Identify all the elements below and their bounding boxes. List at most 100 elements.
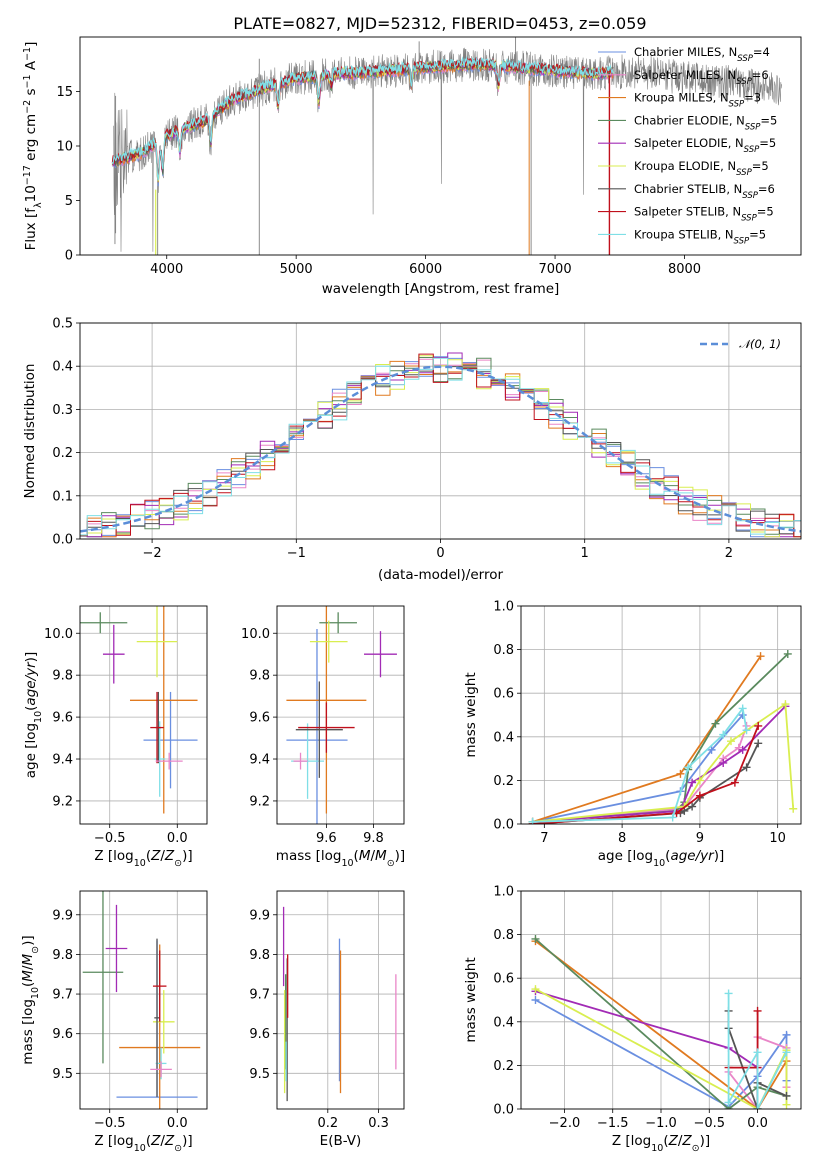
x-tick-label: 1	[581, 546, 589, 561]
series-marker	[684, 763, 693, 772]
label-part: )]	[23, 652, 39, 663]
plot-area	[111, 37, 782, 255]
label-part: mass [log	[276, 848, 342, 864]
y-tick-label: 9.4	[52, 753, 73, 768]
series-marker	[782, 1091, 791, 1100]
label-part: )]	[182, 1133, 193, 1149]
x-tick-label: 5000	[280, 262, 313, 277]
histogram-step	[80, 356, 801, 538]
label-part: /	[678, 1133, 683, 1149]
label-part: age/yr	[23, 661, 39, 706]
x-tick-label: 9.6	[316, 831, 337, 846]
legend-text: =5	[760, 113, 777, 127]
label-part: 10	[33, 711, 44, 723]
y-tick-label: 9.6	[52, 711, 73, 726]
legend-text: =5	[759, 136, 776, 150]
legend-text: =6	[752, 68, 769, 82]
legend-sub: SSP	[745, 122, 761, 132]
label-part: 10	[134, 1143, 146, 1154]
y-tick-label: 9.9	[249, 908, 270, 923]
panel-mass_vs_EBV: 0.2 0.3 9.5 9.6 9.7 9.8 9.9 E(B-V)	[249, 890, 405, 1149]
y-tick-label: 10	[56, 140, 73, 155]
y-tick-label: 9.6	[249, 711, 270, 726]
panel-mass_vs_Z: −0.5 0.09.59.69.79.89.9Z [log10(Z/Z⊙)]mas…	[20, 890, 208, 1154]
plot-area	[286, 606, 397, 824]
label-part: )]	[182, 848, 193, 864]
axes-frame	[79, 605, 208, 825]
x-tick-label: −2	[143, 546, 162, 561]
legend-text: Kroupa ELODIE, N	[634, 159, 736, 173]
legend-sub: SSP	[737, 54, 753, 64]
series-line	[532, 725, 760, 824]
series-marker	[756, 652, 765, 661]
series-marker	[738, 704, 747, 713]
x-axis-label: mass [log10(M/M⊙)]	[276, 848, 405, 869]
figure-title: PLATE=0827, MJD=52312, FIBERID=0453, z=0…	[233, 14, 646, 33]
y-axis-label: age [log10(age/yr)]	[23, 652, 44, 778]
label-part: Z [log	[94, 848, 133, 864]
y-axis-label: mass weight	[463, 957, 479, 1042]
x-tick-label: 0.0	[747, 1116, 768, 1131]
y-tick-label: 0.4	[52, 360, 73, 375]
y-tick-label: 0	[65, 249, 73, 264]
y-tick-label: 0.4	[493, 730, 514, 745]
label-part: (	[663, 1133, 668, 1149]
x-tick-label: 2	[725, 546, 733, 561]
series-marker	[742, 726, 751, 735]
label-part: M	[20, 970, 36, 982]
gaussian-curve	[80, 365, 801, 533]
series-marker	[688, 778, 697, 787]
series-marker	[754, 721, 763, 730]
y-tick-label: 10.0	[241, 627, 270, 642]
y-tick-label: 0.5	[52, 317, 73, 332]
label-part: 10	[30, 987, 41, 999]
y-tick-label: 9.8	[249, 948, 270, 963]
legend-text: Salpeter MILES, N	[634, 68, 736, 82]
y-tick-label: 9.7	[52, 988, 73, 1003]
series-marker	[711, 719, 720, 728]
legend-label: Chabrier ELODIE, NSSP=5	[634, 113, 777, 132]
label-part: (	[146, 1133, 151, 1149]
model-spectrum	[111, 56, 614, 181]
label-part: −1	[22, 74, 33, 88]
series-marker	[727, 737, 735, 746]
label-part: age/yr	[670, 848, 715, 864]
series-marker	[782, 1030, 791, 1039]
legend-label: 𝒩(0, 1)	[739, 337, 781, 351]
series-marker	[695, 791, 704, 800]
histogram-step	[80, 357, 801, 538]
series-marker	[668, 813, 677, 822]
label-part: ⊙	[387, 858, 395, 869]
label-part: ⊙	[174, 858, 182, 869]
legend-text: =3	[744, 91, 761, 105]
x-tick-label: 0.3	[368, 1116, 389, 1131]
label-part: λ	[33, 202, 44, 208]
series-marker	[528, 817, 537, 824]
label-part: A	[23, 60, 39, 74]
series-line	[532, 702, 795, 823]
label-part: ]	[23, 42, 39, 47]
y-axis-label: Flux [fλ10−17 erg cm−2 s−1 A−1]	[22, 42, 44, 251]
x-tick-label: 9	[696, 831, 704, 846]
label-part: −17	[22, 165, 33, 185]
x-tick-label: 0.0	[167, 831, 188, 846]
histogram-step	[80, 360, 801, 538]
series-marker	[676, 769, 685, 778]
legend-label: Kroupa STELIB, NSSP=5	[634, 227, 766, 246]
series-marker	[531, 985, 540, 994]
y-tick-label: 0.0	[493, 818, 514, 833]
label-part: )]	[395, 848, 406, 864]
y-tick-label: 10.0	[44, 627, 73, 642]
x-tick-label: 0.2	[317, 1116, 338, 1131]
axes-frame	[79, 36, 802, 256]
label-part: (	[665, 848, 670, 864]
x-tick-label: −0.5	[94, 831, 126, 846]
histogram-step	[80, 357, 801, 536]
series-marker	[754, 739, 763, 748]
plot-area	[80, 606, 198, 814]
label-part: Z	[164, 1133, 175, 1149]
histogram-step	[80, 353, 801, 538]
x-axis-label: (data-model)/error	[378, 567, 504, 583]
x-axis-label: Z [log10(Z/Z⊙)]	[94, 848, 192, 869]
